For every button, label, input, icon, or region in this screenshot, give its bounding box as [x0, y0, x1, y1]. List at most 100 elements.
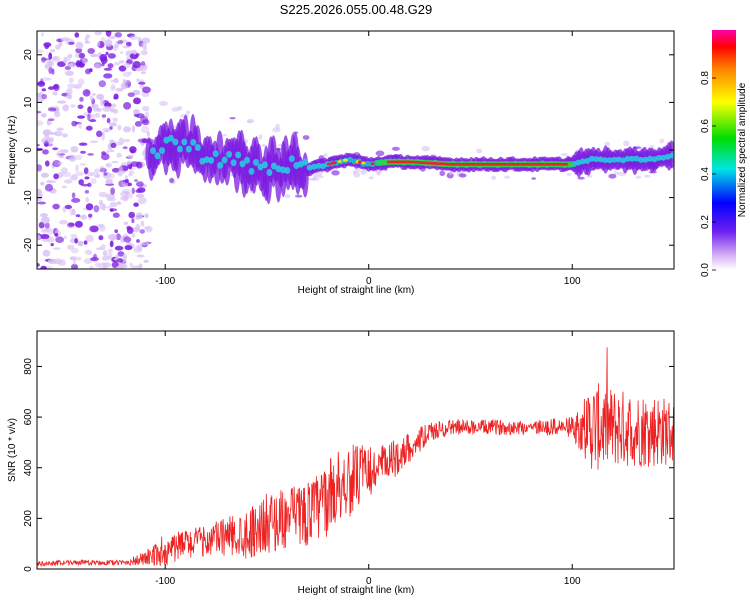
noise-blob	[118, 137, 125, 145]
noise-blob	[140, 50, 148, 56]
scatter-blob	[566, 172, 572, 176]
noise-blob	[46, 59, 55, 68]
noise-blob	[85, 125, 93, 131]
noise-blob	[43, 227, 53, 232]
scatter-blob	[246, 120, 252, 124]
noise-blob	[105, 183, 115, 186]
noise-blob	[128, 211, 135, 219]
ridge-green	[568, 161, 575, 168]
noise-blob	[41, 93, 48, 100]
noise-blob	[75, 47, 83, 54]
ridge-core	[624, 155, 631, 162]
noise-blob	[123, 221, 129, 225]
snr-x-ticks: -100 0 100	[155, 331, 581, 587]
scatter-blob	[421, 145, 430, 152]
noise-blob	[78, 179, 84, 186]
noise-blob	[103, 172, 108, 176]
scatter-blob	[491, 175, 496, 180]
noise-blob	[87, 153, 94, 156]
noise-blob	[113, 62, 121, 66]
noise-blob	[139, 241, 149, 246]
noise-blob	[57, 100, 67, 104]
scatter-blob	[315, 175, 324, 179]
noise-blob	[59, 155, 64, 159]
ridge-core	[221, 156, 228, 164]
noise-blob	[114, 32, 123, 38]
spectrogram-y-tick-label: -20	[23, 238, 34, 253]
noise-blob	[116, 258, 124, 263]
noise-blob	[122, 45, 130, 49]
noise-blob	[84, 190, 90, 194]
noise-blob	[94, 113, 100, 118]
noise-blob	[145, 111, 149, 118]
noise-blob	[105, 178, 113, 185]
scatter-blob	[159, 100, 168, 107]
noise-blob	[81, 183, 90, 187]
ridge-core	[320, 163, 327, 170]
snr-frame	[36, 330, 675, 570]
noise-blob	[137, 197, 147, 205]
noise-blob	[123, 138, 131, 143]
spectrogram-x-tick-label: 0	[366, 276, 372, 287]
noise-blob	[40, 216, 50, 224]
noise-blob	[116, 201, 122, 206]
noise-blob	[99, 202, 105, 210]
noise-blob	[75, 214, 81, 218]
noise-blob	[90, 53, 99, 58]
noise-blob	[52, 56, 58, 60]
noise-blob	[138, 81, 146, 85]
noise-blob	[67, 63, 74, 67]
scatter-blob	[275, 123, 280, 130]
noise-blob	[136, 239, 140, 243]
ridge-core	[311, 163, 318, 170]
noise-blob	[133, 202, 139, 207]
noise-blob	[83, 167, 89, 175]
ridge-core	[253, 158, 259, 166]
noise-blob	[48, 107, 57, 112]
noise-blob	[41, 58, 50, 61]
noise-blob	[135, 193, 145, 198]
noise-blob	[42, 249, 51, 257]
noise-blob	[80, 150, 86, 154]
noise-blob	[105, 31, 112, 37]
colorbar-label: Normalized spectral amplitude	[737, 82, 748, 217]
ridge-core	[615, 156, 622, 163]
scatter-blob	[577, 176, 585, 180]
noise-blob	[64, 65, 72, 71]
noise-blob	[84, 40, 91, 44]
noise-blob	[75, 171, 85, 176]
noise-blob	[144, 213, 149, 219]
noise-blob	[106, 117, 111, 124]
snr-y-axis-label: SNR (10 * v/v)	[7, 418, 18, 482]
noise-blob	[40, 32, 45, 37]
noise-blob	[52, 91, 58, 96]
noise-blob	[100, 165, 105, 173]
noise-blob	[61, 171, 72, 178]
ridge-core	[176, 145, 183, 153]
noise-blob	[62, 104, 69, 112]
noise-blob	[96, 107, 102, 112]
noise-blob	[102, 266, 108, 269]
noise-blob	[123, 126, 131, 133]
noise-blob	[107, 255, 111, 261]
noise-blob	[68, 77, 74, 83]
scatter-blob	[458, 173, 467, 178]
noise-blob	[123, 102, 132, 110]
noise-blob	[95, 247, 104, 250]
spectrogram-x-ticks: -100 0 100	[155, 31, 581, 287]
ridge-core	[235, 151, 242, 159]
noise-blob	[48, 86, 55, 90]
noise-blob	[87, 106, 92, 114]
noise-blob	[143, 226, 150, 231]
scatter-blob	[635, 175, 642, 179]
noise-blob	[68, 41, 75, 45]
noise-blob	[130, 35, 138, 41]
noise-blob	[126, 226, 134, 234]
noise-blob	[41, 138, 46, 144]
noise-blob	[52, 147, 59, 151]
ridge-core	[669, 152, 674, 159]
noise-blob	[122, 71, 131, 78]
noise-blob	[75, 41, 84, 50]
noise-blob	[127, 92, 135, 97]
